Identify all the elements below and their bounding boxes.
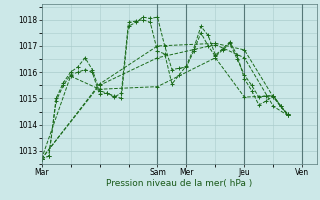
X-axis label: Pression niveau de la mer( hPa ): Pression niveau de la mer( hPa ) xyxy=(106,179,252,188)
